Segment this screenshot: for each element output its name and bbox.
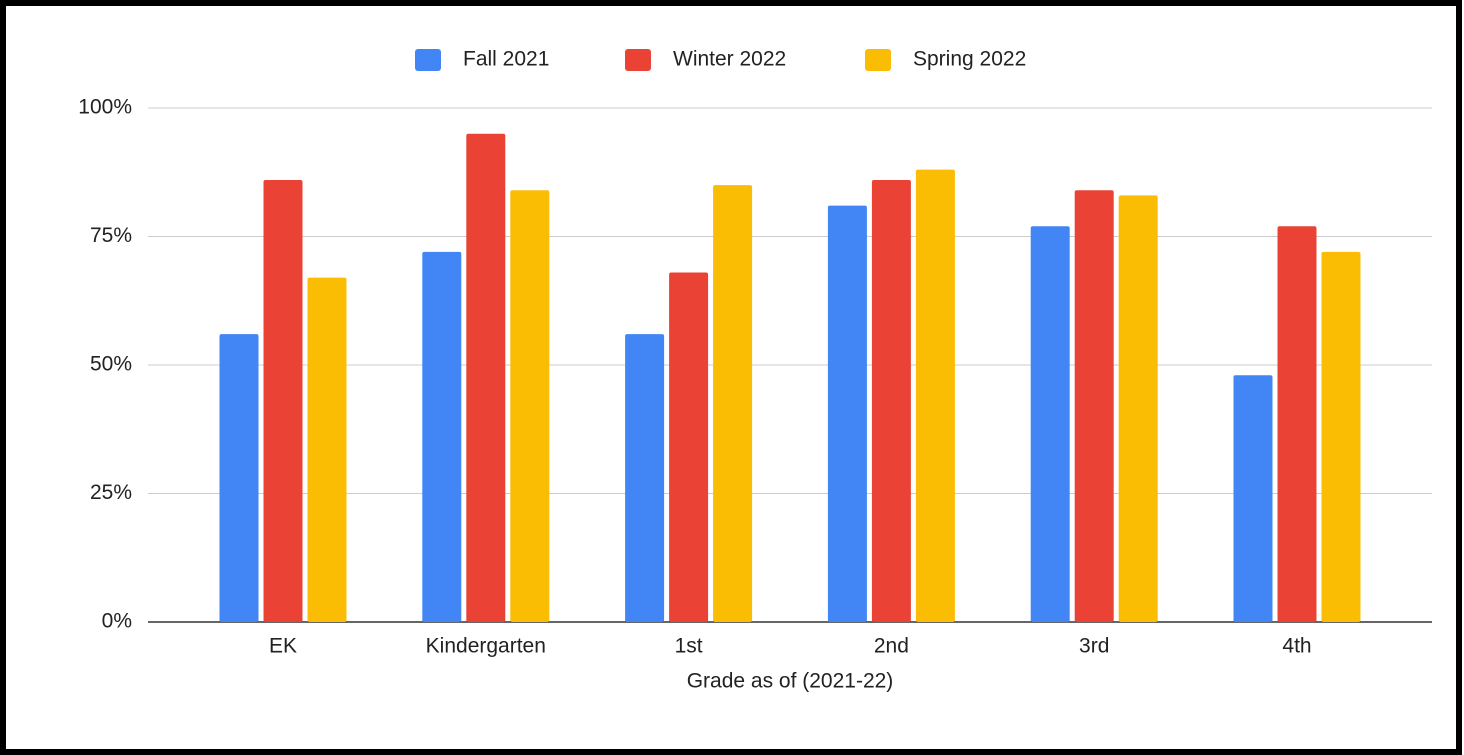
x-tick-label: EK [269, 635, 297, 658]
y-tick-label: 0% [102, 610, 132, 633]
bar [307, 277, 347, 622]
bar [510, 190, 550, 623]
bar [625, 334, 665, 622]
bar [713, 185, 753, 622]
legend-swatch [865, 49, 891, 71]
x-axis-title: Grade as of (2021-22) [687, 670, 894, 693]
legend-swatch [625, 49, 651, 71]
bar [1277, 226, 1317, 622]
y-tick-label: 75% [90, 224, 132, 247]
x-tick-label: 2nd [874, 635, 909, 658]
y-tick-label: 25% [90, 481, 132, 504]
bar [915, 169, 955, 622]
bar [219, 334, 259, 622]
x-tick-label: Kindergarten [426, 635, 546, 658]
bar [827, 205, 867, 622]
bar [1118, 195, 1158, 622]
legend-label: Spring 2022 [913, 48, 1026, 71]
bar [263, 179, 303, 622]
y-tick-label: 50% [90, 353, 132, 376]
bar [1030, 226, 1070, 622]
x-tick-label: 1st [675, 635, 703, 658]
bar [1233, 375, 1273, 622]
legend-label: Winter 2022 [673, 48, 786, 71]
x-tick-label: 3rd [1079, 635, 1109, 658]
bar [1321, 251, 1361, 623]
legend-swatch [415, 49, 441, 71]
bar [1074, 190, 1114, 623]
bar [422, 251, 462, 623]
y-tick-label: 100% [78, 96, 132, 119]
legend-label: Fall 2021 [463, 48, 549, 71]
bar [466, 133, 506, 622]
x-tick-label: 4th [1282, 635, 1311, 658]
bar [871, 179, 911, 622]
bar [669, 272, 709, 622]
